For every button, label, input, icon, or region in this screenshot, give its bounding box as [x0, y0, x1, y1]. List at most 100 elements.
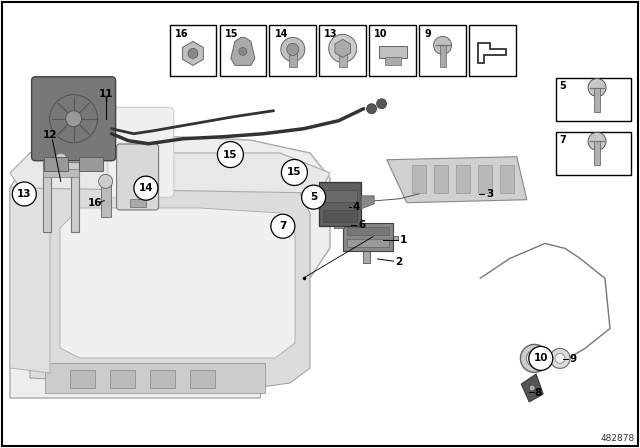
Bar: [319, 182, 361, 226]
Text: 15: 15: [225, 29, 238, 39]
Text: 7: 7: [559, 135, 566, 145]
Text: 14: 14: [275, 29, 288, 39]
Circle shape: [588, 78, 606, 97]
Text: 1: 1: [399, 235, 407, 245]
Circle shape: [99, 174, 113, 188]
FancyBboxPatch shape: [31, 77, 116, 161]
Bar: [323, 210, 357, 222]
Circle shape: [376, 99, 387, 109]
Bar: [379, 47, 406, 58]
Circle shape: [12, 182, 36, 206]
Circle shape: [433, 36, 452, 54]
Bar: [440, 45, 445, 67]
Bar: [170, 25, 216, 76]
Text: 10: 10: [534, 353, 548, 363]
Circle shape: [529, 346, 553, 370]
Bar: [45, 363, 265, 393]
Text: 15: 15: [223, 150, 237, 159]
Circle shape: [301, 185, 326, 209]
Polygon shape: [387, 157, 527, 203]
Text: 10: 10: [374, 29, 388, 39]
Bar: [469, 25, 516, 76]
Text: 5: 5: [559, 82, 566, 91]
Polygon shape: [30, 170, 310, 390]
Bar: [500, 165, 514, 193]
Polygon shape: [324, 211, 354, 228]
Circle shape: [550, 349, 570, 368]
Bar: [319, 25, 366, 76]
Circle shape: [526, 350, 543, 366]
Bar: [44, 157, 68, 171]
Text: 6: 6: [358, 220, 365, 230]
Bar: [456, 165, 470, 193]
Bar: [129, 199, 146, 207]
Circle shape: [66, 111, 82, 127]
Bar: [412, 165, 426, 193]
Text: 15: 15: [287, 168, 301, 177]
Bar: [323, 190, 357, 202]
Polygon shape: [363, 236, 398, 263]
Text: 16: 16: [175, 29, 188, 39]
Text: 13: 13: [324, 29, 338, 39]
Polygon shape: [10, 153, 330, 193]
Bar: [220, 25, 266, 76]
Bar: [556, 78, 631, 121]
Bar: [434, 165, 448, 193]
Bar: [347, 239, 388, 247]
Bar: [556, 132, 631, 175]
Polygon shape: [335, 39, 351, 57]
Bar: [419, 25, 466, 76]
Bar: [100, 181, 111, 217]
Bar: [347, 228, 388, 236]
Polygon shape: [231, 37, 255, 65]
Circle shape: [588, 132, 606, 151]
Circle shape: [188, 48, 198, 58]
Circle shape: [282, 159, 307, 185]
Bar: [79, 157, 102, 171]
Text: 7: 7: [279, 221, 287, 231]
Bar: [70, 370, 95, 388]
Polygon shape: [10, 183, 50, 373]
Bar: [269, 25, 316, 76]
Bar: [343, 224, 393, 251]
Bar: [369, 25, 416, 76]
Polygon shape: [10, 136, 330, 398]
Bar: [289, 49, 297, 67]
Circle shape: [329, 34, 356, 62]
Polygon shape: [60, 208, 295, 358]
Text: 12: 12: [43, 130, 57, 140]
Text: 9: 9: [424, 29, 431, 39]
Bar: [385, 57, 401, 65]
Text: 8: 8: [534, 388, 541, 398]
Text: 482878: 482878: [601, 434, 635, 443]
Text: 4: 4: [353, 202, 360, 212]
Text: 11: 11: [99, 89, 113, 99]
Bar: [594, 87, 600, 112]
Circle shape: [271, 214, 295, 238]
Polygon shape: [521, 374, 543, 402]
Circle shape: [55, 153, 67, 165]
Circle shape: [287, 43, 299, 56]
Bar: [594, 141, 600, 165]
FancyBboxPatch shape: [116, 144, 159, 210]
Polygon shape: [361, 196, 374, 209]
Polygon shape: [182, 41, 204, 65]
Text: 9: 9: [569, 354, 577, 364]
Circle shape: [239, 47, 247, 56]
Text: 13: 13: [17, 189, 31, 199]
Bar: [190, 370, 215, 388]
Text: 14: 14: [139, 183, 153, 193]
Circle shape: [281, 37, 305, 61]
Text: 3: 3: [486, 189, 494, 199]
Circle shape: [529, 385, 535, 391]
Text: 5: 5: [310, 192, 317, 202]
Circle shape: [134, 176, 158, 200]
Polygon shape: [43, 162, 79, 232]
Bar: [339, 53, 347, 67]
Bar: [110, 370, 135, 388]
Text: 16: 16: [88, 198, 102, 208]
Bar: [43, 169, 79, 177]
Circle shape: [218, 142, 243, 168]
Bar: [478, 165, 492, 193]
Circle shape: [555, 353, 565, 363]
